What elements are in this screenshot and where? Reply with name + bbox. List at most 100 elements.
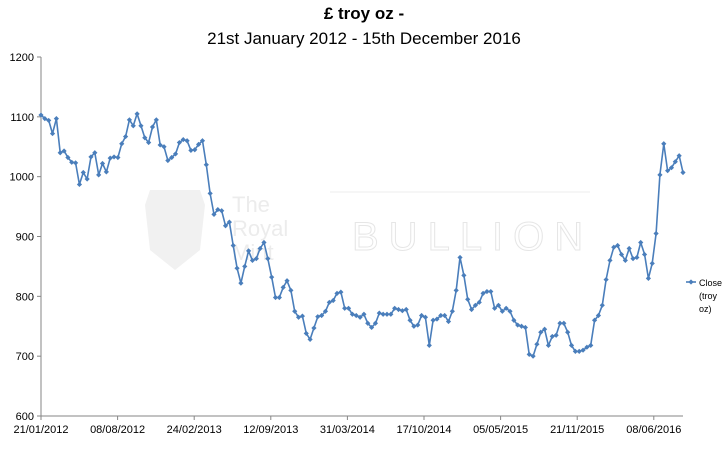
data-point xyxy=(572,348,578,354)
data-point xyxy=(284,278,290,284)
data-point xyxy=(411,323,417,329)
data-point xyxy=(130,123,136,129)
data-point xyxy=(445,318,452,325)
data-point xyxy=(668,165,675,171)
data-point xyxy=(265,256,271,262)
data-point xyxy=(53,116,59,122)
data-point xyxy=(499,308,505,314)
data-point xyxy=(319,312,325,319)
data-point xyxy=(488,288,494,295)
data-point xyxy=(215,206,221,213)
data-point xyxy=(461,272,467,278)
data-point xyxy=(249,257,256,264)
data-point xyxy=(457,254,463,261)
data-point xyxy=(638,239,644,246)
data-point xyxy=(584,344,590,350)
data-point xyxy=(380,311,386,317)
y-tick-label: 1100 xyxy=(10,112,34,124)
data-point xyxy=(618,251,625,258)
y-tick-label: 700 xyxy=(16,351,34,363)
data-point xyxy=(119,141,125,147)
data-point xyxy=(242,263,248,270)
data-point xyxy=(307,336,313,343)
crest-icon xyxy=(145,190,205,270)
data-point xyxy=(153,117,159,123)
data-point xyxy=(495,302,502,308)
data-point xyxy=(522,324,528,331)
data-point xyxy=(115,154,121,161)
data-point xyxy=(645,275,652,281)
x-tick-label: 21/11/2015 xyxy=(550,424,604,436)
data-point xyxy=(591,317,598,323)
data-point xyxy=(292,308,298,314)
data-point xyxy=(315,314,321,320)
data-point xyxy=(203,162,209,168)
data-point xyxy=(403,306,409,313)
data-point xyxy=(269,274,275,280)
data-point xyxy=(207,190,213,197)
data-point xyxy=(476,299,482,305)
data-point xyxy=(611,244,617,250)
data-point xyxy=(276,294,282,301)
data-point xyxy=(568,342,575,348)
data-point xyxy=(480,290,486,296)
data-point xyxy=(653,230,659,237)
data-point xyxy=(134,111,140,117)
data-point xyxy=(553,332,559,338)
data-point xyxy=(388,311,394,317)
data-point xyxy=(42,116,48,122)
data-point xyxy=(626,245,632,252)
data-point xyxy=(38,112,44,118)
data-point xyxy=(322,308,329,314)
data-point xyxy=(46,117,52,124)
data-point xyxy=(69,159,75,165)
data-point xyxy=(76,181,83,188)
watermark-brand-text: Royal xyxy=(232,216,288,241)
data-point xyxy=(561,320,567,326)
legend-label: (troy xyxy=(699,291,718,301)
legend-label: Close xyxy=(699,278,722,288)
data-point xyxy=(345,305,352,311)
data-point xyxy=(376,310,382,316)
data-point xyxy=(492,305,498,311)
data-point xyxy=(49,130,56,137)
data-point xyxy=(576,348,582,354)
watermark-bullion-text: BULLION xyxy=(352,215,593,259)
data-point xyxy=(534,341,540,347)
data-point xyxy=(61,148,67,154)
y-tick-label: 800 xyxy=(16,291,34,303)
data-point xyxy=(230,242,236,249)
data-point xyxy=(199,138,206,144)
data-point xyxy=(107,155,113,161)
chart-title: £ troy oz - xyxy=(323,4,405,23)
data-point xyxy=(188,147,194,153)
data-point xyxy=(430,317,436,323)
data-point xyxy=(372,320,379,326)
data-point xyxy=(334,290,340,296)
data-point xyxy=(565,329,571,335)
data-point xyxy=(634,254,640,261)
data-point xyxy=(353,312,359,319)
legend-label: oz) xyxy=(699,304,712,314)
data-point xyxy=(365,320,371,326)
data-point xyxy=(415,322,421,328)
data-point xyxy=(126,117,133,123)
data-point xyxy=(149,124,156,130)
data-point xyxy=(169,154,175,161)
y-tick-label: 1200 xyxy=(10,52,34,64)
data-point xyxy=(80,169,86,176)
data-point xyxy=(530,353,536,359)
data-point xyxy=(465,296,471,302)
y-tick-label: 900 xyxy=(16,232,34,244)
data-point xyxy=(588,342,594,348)
data-point xyxy=(196,141,202,147)
data-point xyxy=(84,176,90,182)
data-point xyxy=(338,289,344,295)
data-point xyxy=(326,299,332,305)
data-point xyxy=(234,265,240,271)
data-point xyxy=(103,169,109,175)
data-point xyxy=(511,317,517,323)
data-point xyxy=(661,141,667,147)
